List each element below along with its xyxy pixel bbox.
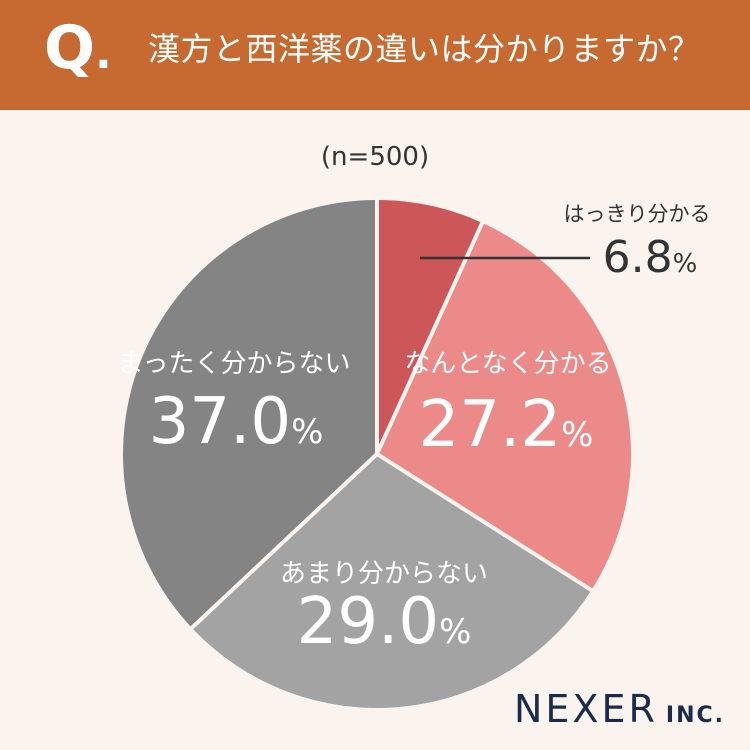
slice-label-text: なんとなく分かる xyxy=(404,349,611,379)
slice-label-text: まったく分からない xyxy=(118,349,351,379)
slice-value-number: 37.0 xyxy=(149,385,292,459)
slice-value-number: 6.8 xyxy=(603,232,673,283)
slice-label-3: あまり分からない xyxy=(280,559,488,589)
slice-label-4: まったく分からない xyxy=(118,349,351,379)
sample-size: (n=500) xyxy=(320,142,430,172)
pie-slice-4 xyxy=(122,200,377,628)
question-header: Q. 漢方と西洋薬の違いは分かりますか？ xyxy=(0,0,750,110)
slice-label-1: はっきり分かる xyxy=(564,202,711,226)
company-logo: NEXER INC. xyxy=(514,690,725,728)
q-dot: . xyxy=(95,28,112,79)
slice-value-1: 6.8% xyxy=(603,232,698,283)
slice-value-percent: % xyxy=(673,249,698,279)
slice-label-2: なんとなく分かる xyxy=(404,349,611,379)
q-mark: Q. xyxy=(44,18,112,78)
question-text: 漢方と西洋薬の違いは分かりますか？ xyxy=(148,30,701,68)
slice-value-3: 29.0% xyxy=(297,585,472,659)
slice-value-percent: % xyxy=(291,412,323,452)
q-letter: Q xyxy=(44,13,96,83)
slice-label-text: あまり分からない xyxy=(280,559,488,589)
pie-slice-3 xyxy=(191,454,592,708)
slice-value-percent: % xyxy=(439,612,471,652)
slice-separator-3 xyxy=(375,452,595,593)
slice-value-number: 29.0 xyxy=(297,585,440,659)
slice-value-number: 27.2 xyxy=(419,388,562,462)
pie-slice-1 xyxy=(377,200,483,454)
slice-label-text: はっきり分かる xyxy=(564,202,711,226)
logo-suffix: INC. xyxy=(665,703,725,728)
slice-separator-4 xyxy=(189,452,379,631)
slice-value-percent: % xyxy=(561,415,593,455)
logo-wordmark: NEXER xyxy=(514,687,658,731)
slice-separator-2 xyxy=(375,220,485,455)
slice-value-4: 37.0% xyxy=(149,385,324,459)
slice-value-2: 27.2% xyxy=(419,388,594,462)
